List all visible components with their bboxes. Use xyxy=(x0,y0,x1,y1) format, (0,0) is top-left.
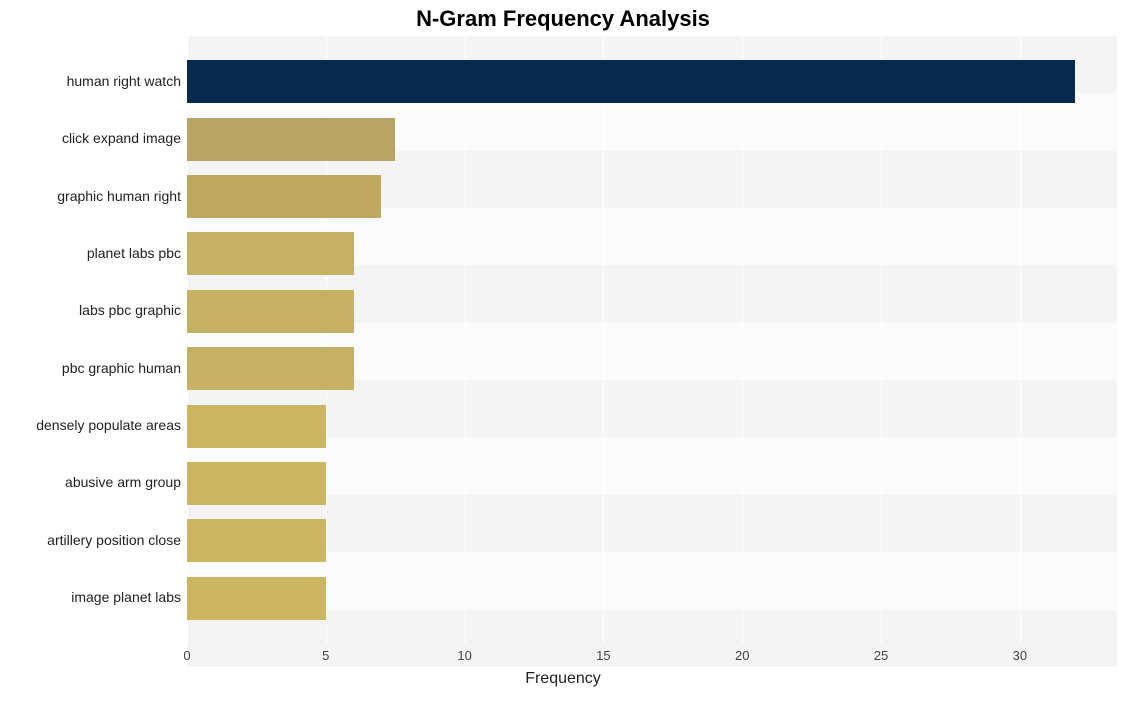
y-tick-label: image planet labs xyxy=(1,589,181,605)
y-tick-label: abusive arm group xyxy=(1,474,181,490)
x-tick-label: 15 xyxy=(596,648,610,663)
bar xyxy=(187,118,395,161)
y-tick-label: click expand image xyxy=(1,130,181,146)
y-tick-label: pbc graphic human xyxy=(1,360,181,376)
y-tick-label: human right watch xyxy=(1,73,181,89)
x-tick-label: 25 xyxy=(874,648,888,663)
y-tick-label: densely populate areas xyxy=(1,417,181,433)
x-axis-title: Frequency xyxy=(0,670,1126,688)
x-tick-label: 5 xyxy=(322,648,329,663)
x-tick-label: 10 xyxy=(457,648,471,663)
x-tick-label: 20 xyxy=(735,648,749,663)
y-tick-label: artillery position close xyxy=(1,532,181,548)
bar xyxy=(187,290,354,333)
bar xyxy=(187,519,326,562)
bar xyxy=(187,577,326,620)
bar xyxy=(187,347,354,390)
gridline xyxy=(603,36,604,644)
bar xyxy=(187,232,354,275)
gridline xyxy=(465,36,466,644)
ngram-frequency-chart: N-Gram Frequency Analysis Frequency 0 5 10… xyxy=(0,0,1126,701)
x-tick-label: 0 xyxy=(183,648,190,663)
bar xyxy=(187,462,326,505)
bar xyxy=(187,175,381,218)
plot-area xyxy=(187,36,1117,644)
bar xyxy=(187,405,326,448)
y-tick-label: graphic human right xyxy=(1,188,181,204)
chart-title: N-Gram Frequency Analysis xyxy=(0,6,1126,32)
gridline xyxy=(742,36,743,644)
x-tick-label: 30 xyxy=(1013,648,1027,663)
y-tick-label: planet labs pbc xyxy=(1,245,181,261)
gridline xyxy=(881,36,882,644)
y-tick-label: labs pbc graphic xyxy=(1,302,181,318)
gridline xyxy=(1020,36,1021,644)
bar xyxy=(187,60,1075,103)
